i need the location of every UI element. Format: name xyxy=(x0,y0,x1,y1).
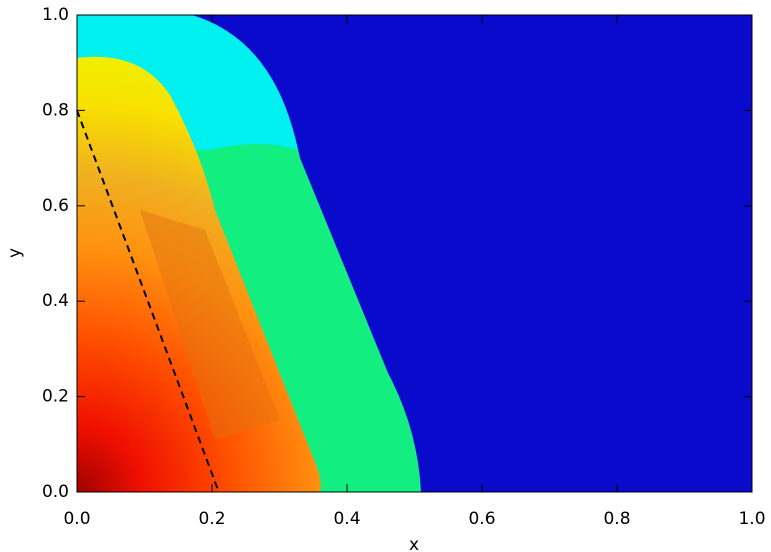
dark-band xyxy=(140,210,280,440)
x-tick-label: 0.0 xyxy=(63,509,90,529)
x-tick-label: 0.4 xyxy=(333,509,360,529)
field xyxy=(77,15,752,492)
y-tick-label: 0.8 xyxy=(42,100,69,120)
y-tick-label: 1.0 xyxy=(42,5,69,25)
x-tick-label: 0.2 xyxy=(198,509,225,529)
y-tick-label: 0.4 xyxy=(42,291,69,311)
hot-region xyxy=(77,56,321,492)
y-axis-label: y xyxy=(5,248,25,258)
x-tick-label: 1.0 xyxy=(738,509,765,529)
y-tick-label: 0.6 xyxy=(42,196,69,216)
x-tick-label: 0.6 xyxy=(468,509,495,529)
plot-frame xyxy=(76,14,753,493)
x-tick-label: 0.8 xyxy=(603,509,630,529)
y-tick-label: 0.0 xyxy=(42,482,69,502)
dashed-line xyxy=(76,110,220,493)
y-tick-label: 0.2 xyxy=(42,387,69,407)
x-axis-label: x xyxy=(409,535,419,552)
